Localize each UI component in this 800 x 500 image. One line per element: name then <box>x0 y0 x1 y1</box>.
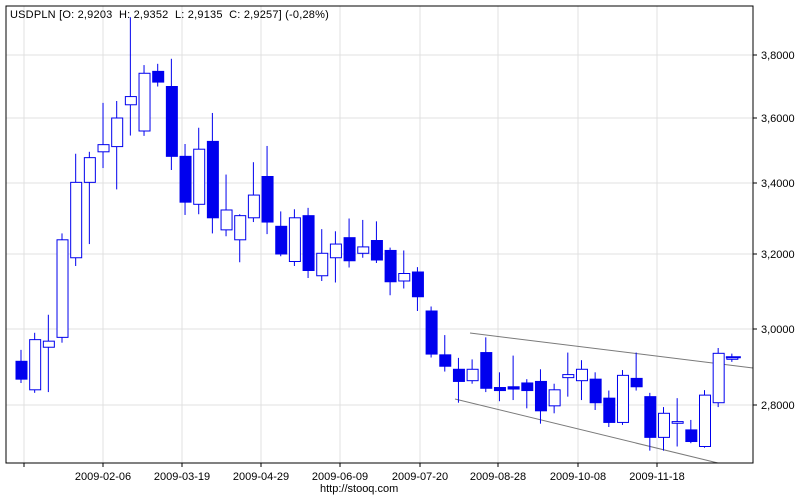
candle-body <box>329 243 342 259</box>
trendline-wedge-upper <box>469 332 754 369</box>
candle-body <box>357 246 370 254</box>
candle-body <box>275 225 288 255</box>
candle-body <box>616 374 629 423</box>
candle-body <box>548 389 561 407</box>
candle-body <box>466 368 479 382</box>
trendline-wedge-lower <box>454 398 719 464</box>
candle-body <box>302 215 315 272</box>
candle-body <box>316 252 329 277</box>
candle-body <box>452 368 465 382</box>
x-tick-label: 2009-04-29 <box>233 471 289 483</box>
y-tick-label: 3,4000 <box>761 178 795 190</box>
candle-body <box>370 240 383 261</box>
candle-body <box>521 382 534 392</box>
candle-body <box>480 352 493 389</box>
candle-body <box>193 148 206 205</box>
candle-body <box>562 374 575 379</box>
candle-body <box>699 394 711 447</box>
y-tick-label: 3,8000 <box>761 50 795 62</box>
candle-body <box>398 273 411 282</box>
candle-body <box>671 421 684 424</box>
candle-body <box>712 352 725 404</box>
candle-body <box>56 239 69 338</box>
x-tick-label: 2009-08-28 <box>470 471 526 483</box>
y-tick-label: 3,6000 <box>761 113 795 125</box>
candle-body <box>507 386 520 390</box>
candle-body <box>534 380 547 412</box>
candle-body <box>15 360 28 380</box>
candle-body <box>343 237 356 262</box>
candle-body <box>644 396 657 438</box>
candle-body <box>493 387 506 392</box>
candle-body <box>42 340 55 348</box>
candle-body <box>70 181 83 259</box>
candle-body <box>589 378 602 404</box>
watermark-url: http://stooq.com <box>320 483 399 495</box>
candle-body <box>83 157 96 183</box>
candle-body <box>247 194 260 219</box>
candle-body <box>152 70 165 83</box>
candle-body <box>97 144 110 153</box>
candle-body <box>411 271 424 298</box>
y-tick-label: 3,2000 <box>761 249 795 261</box>
candle-body <box>220 209 233 231</box>
x-tick-label: 2009-07-20 <box>392 471 448 483</box>
candle-body <box>111 117 124 148</box>
candle-body <box>288 217 301 262</box>
candle-body <box>179 155 192 203</box>
candle-body <box>425 310 438 355</box>
x-tick-label: 2009-03-19 <box>154 471 210 483</box>
y-tick-label: 2,8000 <box>761 400 795 412</box>
candle-body <box>165 86 178 157</box>
candle-body <box>124 96 137 106</box>
candle-body <box>657 412 670 438</box>
candle-body <box>29 339 42 391</box>
candle-body <box>138 72 151 132</box>
x-tick-label: 2009-11-18 <box>629 471 684 483</box>
candle-body <box>261 176 274 223</box>
candle-body <box>206 140 219 219</box>
plot-border <box>5 5 754 464</box>
candle-body <box>630 377 643 388</box>
x-tick-label: 2009-06-09 <box>312 471 368 483</box>
y-tick-label: 3,0000 <box>761 324 795 336</box>
candle-body <box>603 397 616 423</box>
candle-body <box>384 249 397 283</box>
x-tick-label: 2009-10-08 <box>550 471 606 483</box>
candle-body <box>685 429 698 443</box>
chart-title: USDPLN [O: 2,9203 H: 2,9352 L: 2,9135 C:… <box>10 9 329 21</box>
candle-body <box>575 368 588 382</box>
candle-body <box>439 354 452 367</box>
candle-body <box>234 215 247 241</box>
x-tick-label: 2009-02-06 <box>75 471 131 483</box>
